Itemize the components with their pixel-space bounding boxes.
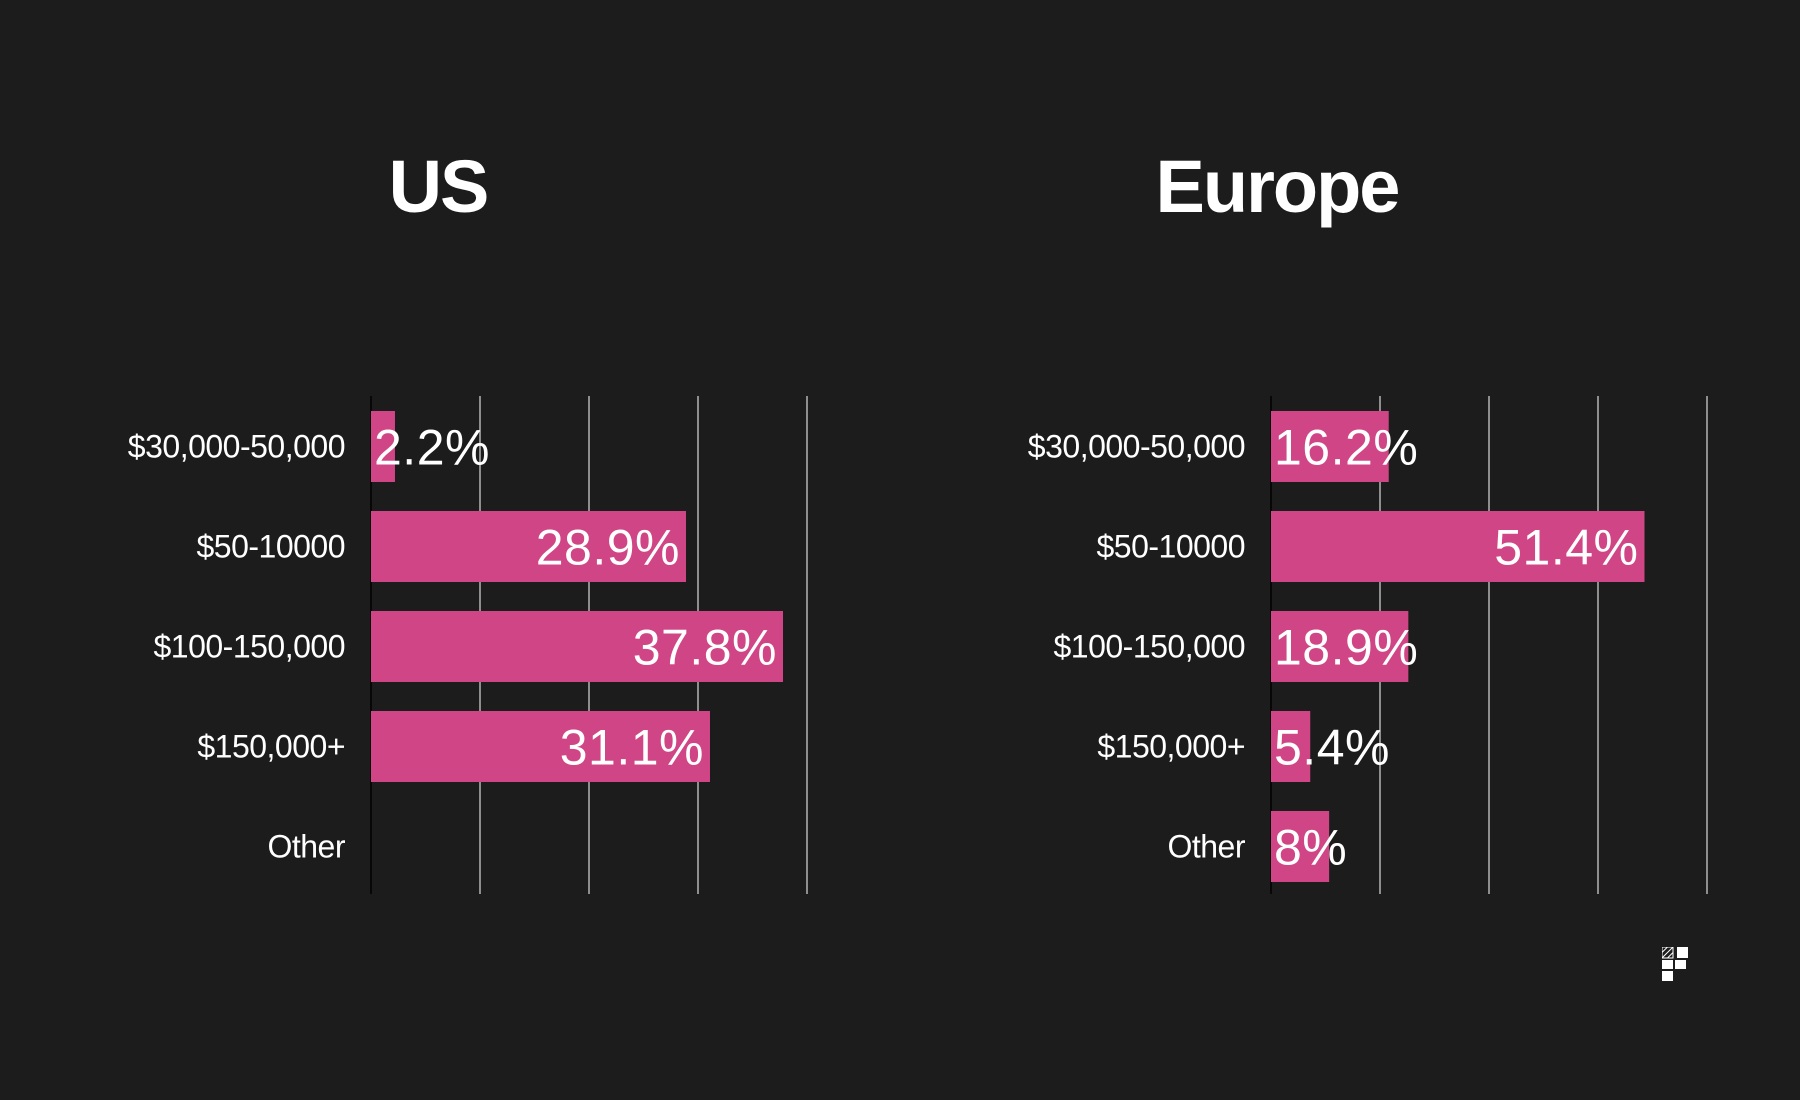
europe-bar-2 — [1271, 511, 1645, 582]
us-bar-4 — [371, 711, 710, 782]
us-income-chart: $30,000-50,000 2.2% $50-10000 28.9% $100-150… — [128, 396, 808, 894]
europe-value-label-4: 5.4% — [1274, 720, 1390, 776]
us-bar-1 — [371, 411, 395, 482]
us-value-label-3: 37.8% — [633, 620, 777, 676]
us-value-label-2: 28.9% — [536, 520, 680, 576]
europe-value-label-2: 51.4% — [1494, 520, 1638, 576]
europe-category-label-2: $50-10000 — [1096, 529, 1245, 565]
us-bar-2 — [371, 511, 687, 582]
us-value-label-4: 31.1% — [560, 720, 704, 776]
europe-value-label-3: 18.9% — [1274, 620, 1418, 676]
us-category-label-1: $30,000-50,000 — [128, 429, 345, 465]
brand-logo-icon — [1662, 947, 1688, 981]
europe-bar-5 — [1271, 811, 1330, 882]
europe-category-label-1: $30,000-50,000 — [1028, 429, 1245, 465]
europe-bar-1 — [1271, 411, 1389, 482]
europe-category-label-3: $100-150,000 — [1053, 629, 1245, 665]
us-category-label-3: $100-150,000 — [153, 629, 345, 665]
us-category-label-4: $150,000+ — [197, 729, 345, 765]
europe-bar-3 — [1271, 611, 1409, 682]
europe-value-label-5: 8% — [1274, 820, 1347, 876]
europe-bar-4 — [1271, 711, 1311, 782]
us-bar-3 — [371, 611, 784, 682]
europe-income-chart: $30,000-50,000 16.2% $50-10000 51.4% $100-15… — [1028, 396, 1708, 894]
us-chart-title: US — [388, 145, 490, 228]
europe-category-label-5: Other — [1167, 829, 1245, 865]
us-value-label-1: 2.2% — [374, 420, 490, 476]
us-category-label-2: $50-10000 — [196, 529, 345, 565]
europe-category-label-4: $150,000+ — [1097, 729, 1245, 765]
us-category-label-5: Other — [267, 829, 345, 865]
europe-value-label-1: 16.2% — [1274, 420, 1418, 476]
europe-chart-title: Europe — [1155, 145, 1401, 228]
